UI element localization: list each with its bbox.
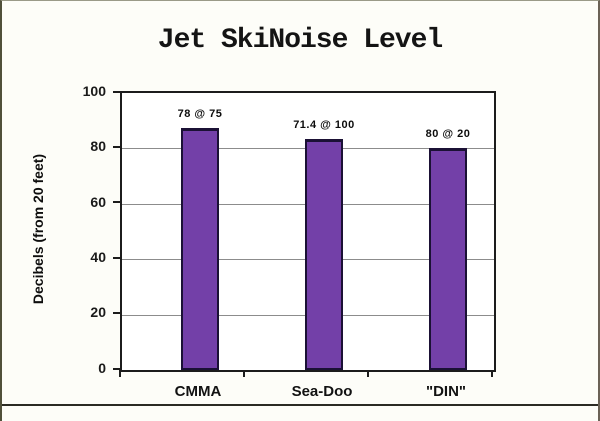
y-axis-title: Decibels (from 20 feet)	[30, 153, 46, 305]
x-axis-categories: CMMA Sea-Doo "DIN"	[120, 383, 492, 400]
y-tick-label-0: 0	[98, 360, 106, 376]
bar-group-cmma: 78 @ 75	[138, 93, 262, 370]
bar-value-label: 71.4 @ 100	[293, 118, 355, 131]
y-tick-label-100: 100	[82, 83, 106, 99]
bars-row: 78 @ 75 71.4 @ 100 80 @ 20	[122, 93, 494, 370]
y-tick-mark	[113, 368, 120, 370]
category-label-din: "DIN"	[425, 383, 467, 400]
bar-value-label: 78 @ 75	[177, 107, 223, 120]
x-tick-mark	[119, 370, 121, 377]
bar-din	[429, 148, 467, 370]
category-label-sea-doo: Sea-Doo	[291, 383, 353, 400]
bar-sea-doo	[305, 138, 343, 370]
y-tick-label-80: 80	[90, 138, 106, 154]
bottom-border-rule	[2, 404, 598, 406]
plot-area: 78 @ 75 71.4 @ 100 80 @ 20	[120, 91, 496, 372]
y-tick-label-60: 60	[90, 194, 106, 210]
y-tick-mark	[113, 257, 120, 259]
y-tick-mark	[113, 91, 120, 93]
x-tick-mark	[243, 370, 245, 377]
bar-group-sea-doo: 71.4 @ 100	[262, 93, 386, 370]
category-label-cmma: CMMA	[174, 383, 222, 400]
x-tick-mark	[367, 370, 369, 377]
bar-value-label: 80 @ 20	[425, 128, 471, 141]
bar-group-din: 80 @ 20	[386, 93, 510, 370]
x-tick-mark	[491, 370, 493, 377]
y-tick-label-40: 40	[90, 249, 106, 265]
y-tick-mark	[113, 312, 120, 314]
y-tick-label-20: 20	[90, 304, 106, 320]
bar-cmma	[181, 127, 219, 370]
y-tick-mark	[113, 201, 120, 203]
y-tick-mark	[113, 146, 120, 148]
chart-title: Jet SkiNoise Level	[157, 25, 443, 56]
